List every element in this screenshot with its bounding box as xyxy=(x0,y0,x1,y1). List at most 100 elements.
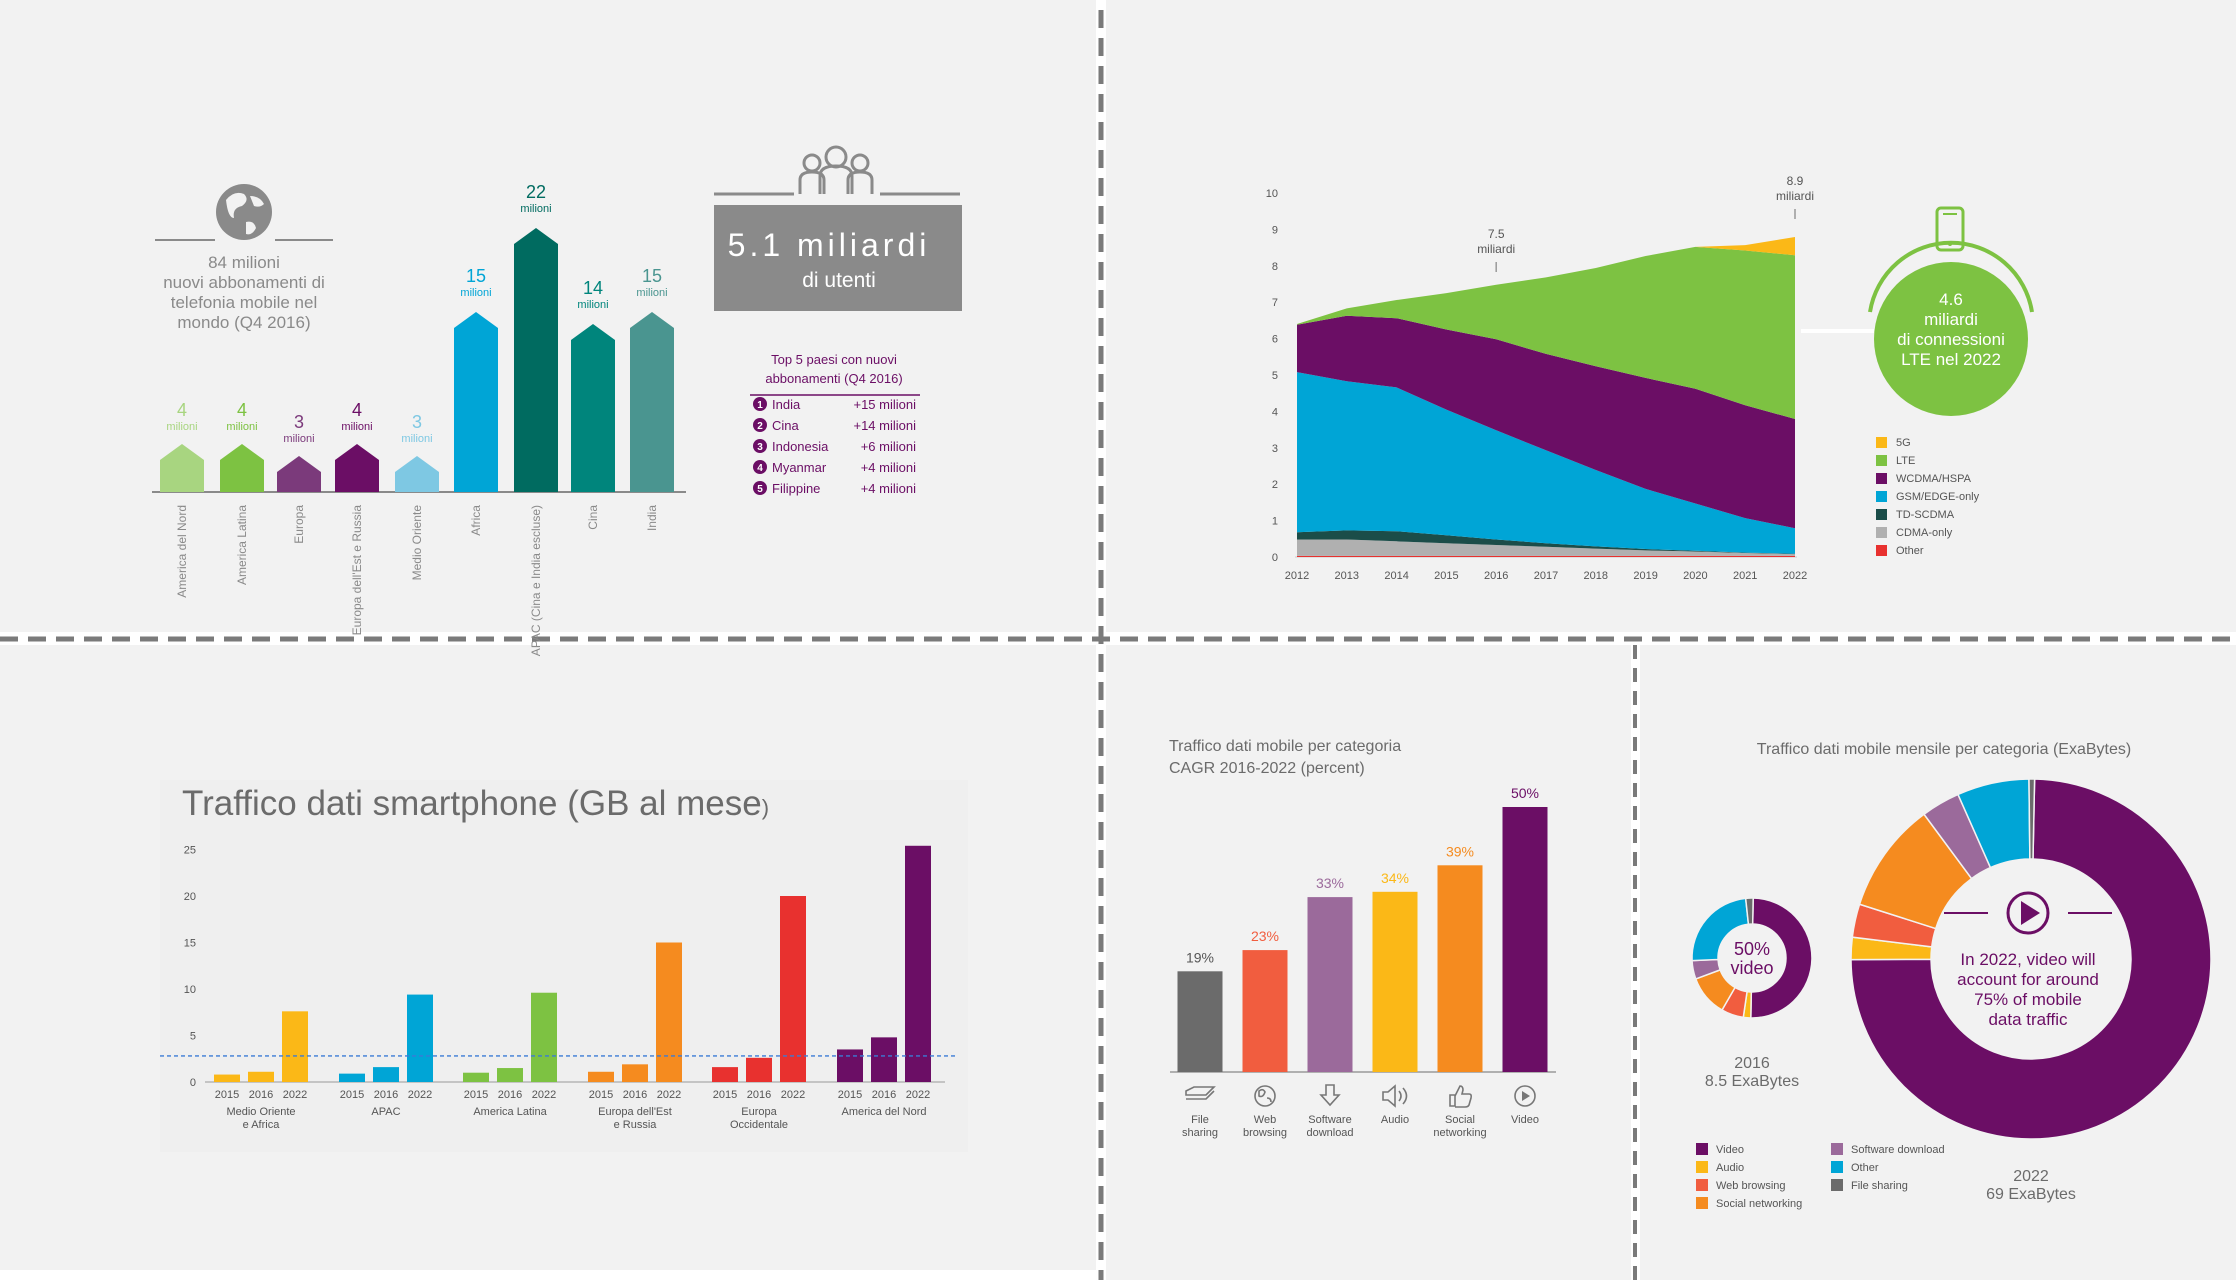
text-line: browsing xyxy=(1243,1127,1287,1139)
legend-swatch xyxy=(1831,1179,1843,1191)
text-line: 8.5 ExaBytes xyxy=(1705,1073,1799,1090)
top5-country: India xyxy=(772,397,801,412)
bar xyxy=(571,324,615,492)
legend-swatch xyxy=(1831,1161,1843,1173)
bar-value-label: 3 xyxy=(412,412,422,432)
text-line: account for around xyxy=(1957,970,2099,989)
bar xyxy=(395,456,439,492)
bar-value-label: 4 xyxy=(352,400,362,420)
top5-country: Myanmar xyxy=(772,460,827,475)
year-label: 2015 xyxy=(464,1089,488,1101)
legend-label: GSM/EDGE-only xyxy=(1896,491,1980,503)
bar-group: 2015 2016 2022 APAC xyxy=(339,994,433,1118)
top5-row: 1 India +15 milioni xyxy=(753,397,916,412)
legend-label: File sharing xyxy=(1851,1180,1908,1192)
bar-unit-label: milioni xyxy=(577,299,608,311)
category-label: File sharing xyxy=(1182,1114,1218,1139)
bar-value-label: 50% xyxy=(1511,785,1539,801)
icon-shape xyxy=(1258,1088,1272,1103)
text-line: networking xyxy=(1433,1127,1486,1139)
bar xyxy=(463,1072,489,1082)
text-line: 2016 xyxy=(1734,1055,1770,1072)
category-label: Web browsing xyxy=(1243,1114,1287,1139)
legend-label: Other xyxy=(1896,545,1924,557)
category-label: APAC (Cina e India escluse) xyxy=(529,505,543,656)
group-label: America del Nord xyxy=(842,1106,927,1118)
icon-shape xyxy=(1319,1084,1341,1107)
bar-unit-label: milioni xyxy=(636,287,667,299)
users-caption: di utenti xyxy=(802,269,876,292)
legend-label: 5G xyxy=(1896,437,1911,449)
y-tick-label: 7 xyxy=(1272,297,1278,309)
rank-number: 2 xyxy=(757,421,763,432)
donut-slice xyxy=(1850,778,2212,1140)
legend-swatch xyxy=(1876,491,1887,502)
legend-swatch xyxy=(1696,1179,1708,1191)
donut-slice xyxy=(1750,897,1813,1019)
y-tick-label: 20 xyxy=(184,891,196,903)
year-label: 2016 xyxy=(498,1089,522,1101)
x-tick-label: 2014 xyxy=(1384,570,1408,582)
icon-shape xyxy=(1514,1085,1536,1107)
x-tick-label: 2018 xyxy=(1584,570,1608,582)
category-label: Africa xyxy=(469,505,483,536)
lte-connections-text: 4.6 miliardi di connessioni LTE nel 2022 xyxy=(1897,290,2005,369)
legend-label: CDMA-only xyxy=(1896,527,1953,539)
year-label: 2015 xyxy=(713,1089,737,1101)
top5-row: 3 Indonesia +6 milioni xyxy=(753,439,916,454)
top5-value: +4 milioni xyxy=(861,481,916,496)
text-line: 69 ExaBytes xyxy=(1986,1186,2076,1203)
bar-unit-label: milioni xyxy=(226,421,257,433)
category-label: Europa xyxy=(292,505,306,544)
panel-new-subscriptions: 84 milioni nuovi abbonamenti di telefonia … xyxy=(152,145,962,656)
text-line: miliardi xyxy=(1776,189,1814,203)
bar-value-label: 33% xyxy=(1316,875,1344,891)
text-line: telefonia mobile nel xyxy=(171,293,317,312)
year-label: 2022 xyxy=(408,1089,432,1101)
top5-country: Cina xyxy=(772,418,800,433)
bar xyxy=(622,1064,648,1082)
technology-legend: 5G LTE WCDMA/HSPA GSM/EDGE-only TD-SCDMA CDMA… xyxy=(1876,437,1980,557)
bar xyxy=(497,1068,523,1082)
y-tick-label: 15 xyxy=(184,938,196,950)
users-total: 5.1 miliardi xyxy=(728,227,931,263)
year-label: 2022 xyxy=(906,1089,930,1101)
text-line: sharing xyxy=(1182,1127,1218,1139)
y-tick-label: 6 xyxy=(1272,334,1278,346)
donut-2016-center: 50% video xyxy=(1730,939,1773,978)
x-tick-label: 2021 xyxy=(1733,570,1757,582)
bar xyxy=(780,896,806,1082)
year-label: 2022 xyxy=(283,1089,307,1101)
top5-row: 4 Myanmar +4 milioni xyxy=(753,460,916,475)
bar-group: 2015 2016 2022 America del Nord xyxy=(837,845,931,1118)
year-label: 2015 xyxy=(838,1089,862,1101)
exabytes-title: Traffico dati mobile mensile per categor… xyxy=(1757,741,2131,758)
users-icon xyxy=(714,145,960,196)
area-series xyxy=(1297,555,1795,557)
bar xyxy=(373,1067,399,1082)
bar xyxy=(407,994,433,1082)
legend-swatch xyxy=(1696,1143,1708,1155)
legend-label: WCDMA/HSPA xyxy=(1896,473,1972,485)
category-label: Cina xyxy=(586,505,600,530)
rank-badge xyxy=(753,481,767,495)
bar xyxy=(588,1071,614,1082)
web-browsing-icon xyxy=(1254,1085,1276,1107)
bar xyxy=(282,1011,308,1082)
text-line: Traffico dati mobile per categoria xyxy=(1169,738,1401,755)
bar xyxy=(871,1037,897,1082)
donut-2016 xyxy=(1691,897,1813,1019)
bar xyxy=(220,444,264,492)
bar-value-label: 15 xyxy=(642,266,662,286)
y-tick-label: 5 xyxy=(190,1031,196,1043)
bar xyxy=(630,312,674,492)
donut-2016-caption: 2016 8.5 ExaBytes xyxy=(1705,1055,1799,1090)
top5-country: Filippine xyxy=(772,481,820,496)
group-label: Europa dell'Est e Russia xyxy=(598,1106,672,1131)
top5-value: +4 milioni xyxy=(861,460,916,475)
text-line: miliardi xyxy=(1924,310,1978,329)
donut-slice xyxy=(1744,897,1754,926)
bar xyxy=(160,444,204,492)
text-line: mondo (Q4 2016) xyxy=(177,313,310,332)
